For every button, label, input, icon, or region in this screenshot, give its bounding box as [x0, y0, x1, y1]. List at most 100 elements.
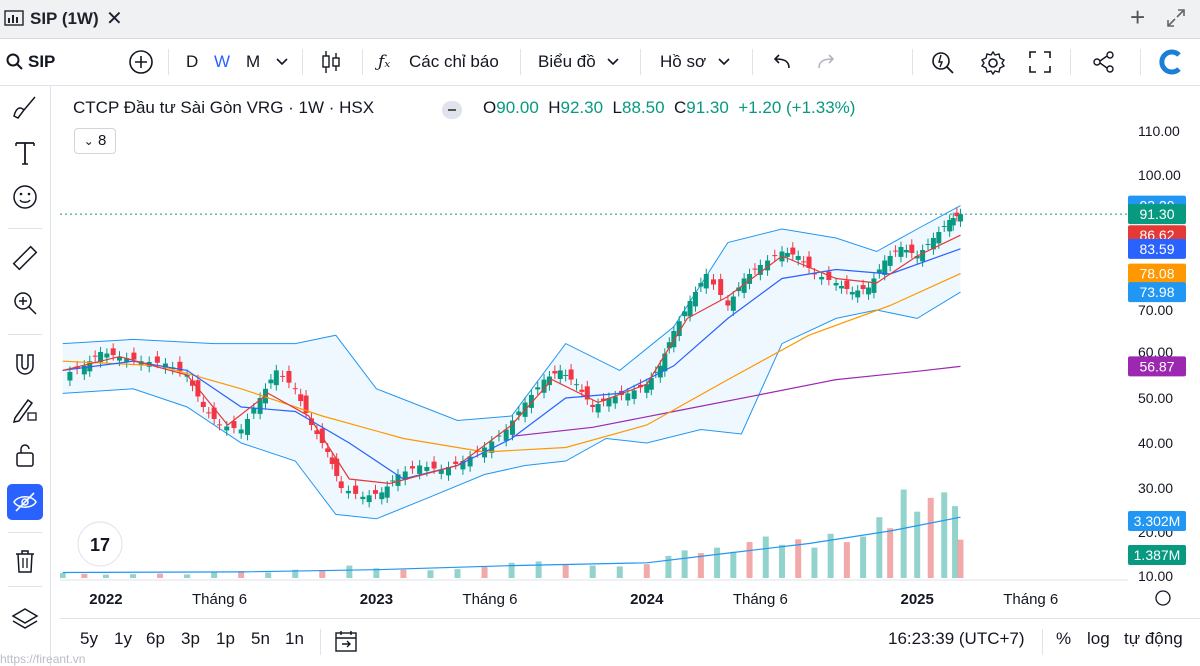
add-tab-icon[interactable]: +	[1130, 2, 1146, 32]
candle-body	[74, 366, 80, 369]
y-tick-label: 40.00	[1138, 435, 1173, 451]
magnet-icon[interactable]	[10, 350, 40, 380]
candle-body	[741, 278, 747, 293]
volume-bar	[508, 562, 515, 578]
toolbar-divider	[302, 49, 303, 75]
range-1y[interactable]: 1y	[114, 629, 132, 648]
candle-body	[930, 238, 936, 250]
volume-bar	[795, 539, 802, 578]
unlock-icon[interactable]	[10, 440, 40, 470]
candle-body	[941, 226, 947, 227]
price-chart[interactable]: 110.00100.0070.0060.0050.0040.0030.0020.…	[60, 86, 1200, 616]
interval-m[interactable]: M	[246, 52, 261, 71]
candle-body	[338, 481, 344, 488]
text-icon[interactable]	[10, 138, 40, 168]
zoom-in-icon[interactable]	[10, 288, 40, 318]
gear-icon[interactable]	[980, 50, 1006, 76]
close-icon[interactable]: ✕	[106, 8, 123, 30]
layers-icon[interactable]	[10, 604, 40, 634]
candle-body	[718, 279, 724, 295]
candle-body	[402, 471, 408, 480]
range-5n[interactable]: 5n	[251, 629, 270, 648]
ruler-icon[interactable]	[10, 243, 40, 273]
candle-body	[703, 274, 709, 289]
emoji-icon[interactable]	[10, 182, 40, 212]
range-6p[interactable]: 6p	[146, 629, 165, 648]
redo-icon[interactable]	[816, 52, 838, 72]
indicators-button[interactable]: Các chỉ báo	[409, 52, 499, 71]
eye-hidden-icon	[13, 492, 37, 512]
candle-body	[244, 419, 250, 435]
calendar-goto-icon[interactable]	[334, 629, 358, 653]
ma-orange-line	[62, 273, 961, 453]
alert-search-icon[interactable]	[930, 50, 956, 76]
candle-body	[801, 261, 807, 263]
candle-body	[546, 376, 552, 386]
candles-icon[interactable]	[320, 50, 342, 74]
hide-drawings-button[interactable]	[7, 484, 43, 520]
bollinger-upper	[62, 205, 961, 422]
brush-icon[interactable]	[10, 92, 40, 122]
brand-logo-icon[interactable]	[1157, 47, 1187, 77]
fx-icon[interactable]: ƒₓ	[378, 52, 391, 72]
toolbar-divider	[362, 49, 363, 75]
candle-body	[653, 371, 659, 373]
candle-body	[417, 465, 423, 474]
axis-settings-icon	[1155, 590, 1171, 606]
lock-drawing-icon[interactable]	[10, 394, 40, 424]
candle-body	[903, 250, 909, 253]
fullscreen-icon[interactable]	[1029, 51, 1051, 73]
range-1p[interactable]: 1p	[216, 629, 235, 648]
symbol-search[interactable]: SIP	[28, 52, 56, 71]
share-icon[interactable]	[1093, 51, 1115, 73]
toolbar-divider	[752, 49, 753, 75]
log-scale-toggle[interactable]: log	[1087, 629, 1110, 648]
interval-d[interactable]: D	[186, 52, 199, 71]
candle-body	[757, 265, 763, 275]
range-3p[interactable]: 3p	[181, 629, 200, 648]
volume-bar	[730, 551, 737, 578]
candle-body	[509, 420, 515, 435]
compare-add-icon[interactable]	[128, 49, 154, 75]
price-badge	[1128, 204, 1186, 225]
price-badge	[1128, 356, 1186, 377]
chevron-down-icon[interactable]	[718, 58, 730, 66]
x-tick-label: Tháng 6	[1003, 591, 1058, 608]
candle-body	[736, 287, 742, 292]
candle-body	[811, 273, 817, 275]
profile-button[interactable]: Hồ sơ	[660, 52, 707, 71]
interval-w[interactable]: W	[214, 52, 231, 71]
chart-legend: CTCP Đầu tư Sài Gòn VRG · 1W · HSX O90.0…	[73, 98, 855, 118]
range-1n[interactable]: 1n	[285, 629, 304, 648]
search-icon[interactable]	[6, 53, 24, 71]
volume-bar	[778, 544, 785, 578]
candle-body	[710, 279, 716, 285]
expand-icon[interactable]	[1166, 8, 1186, 28]
candle-body	[954, 212, 960, 217]
undo-icon[interactable]	[770, 52, 792, 72]
candle-body	[360, 496, 366, 500]
candle-body	[849, 292, 855, 295]
candle-body	[563, 375, 569, 376]
chart-type-button[interactable]: Biểu đồ	[538, 52, 596, 71]
auto-scale-toggle[interactable]: tự động	[1124, 629, 1183, 648]
candle-body	[154, 356, 160, 363]
chevron-down-icon[interactable]	[607, 58, 619, 66]
trash-icon[interactable]	[10, 546, 40, 576]
chevron-down-icon[interactable]	[276, 58, 288, 66]
range-5y[interactable]: 5y	[80, 629, 98, 648]
candle-body	[838, 286, 844, 289]
percent-scale-toggle[interactable]: %	[1056, 629, 1072, 648]
toolbar-divider	[1140, 49, 1141, 75]
volume-bar	[697, 553, 704, 578]
toolbar-divider	[640, 49, 641, 75]
candle-body	[662, 353, 668, 372]
legend-toggle-button[interactable]	[442, 101, 462, 119]
candle-body	[379, 492, 385, 500]
low-value: 88.50	[621, 98, 665, 117]
indicators-collapse-button[interactable]: ⌄ 8	[74, 128, 116, 154]
volume-bar	[319, 570, 326, 578]
candle-body	[644, 384, 650, 393]
candle-body	[124, 358, 130, 363]
volume-bar	[211, 571, 218, 578]
